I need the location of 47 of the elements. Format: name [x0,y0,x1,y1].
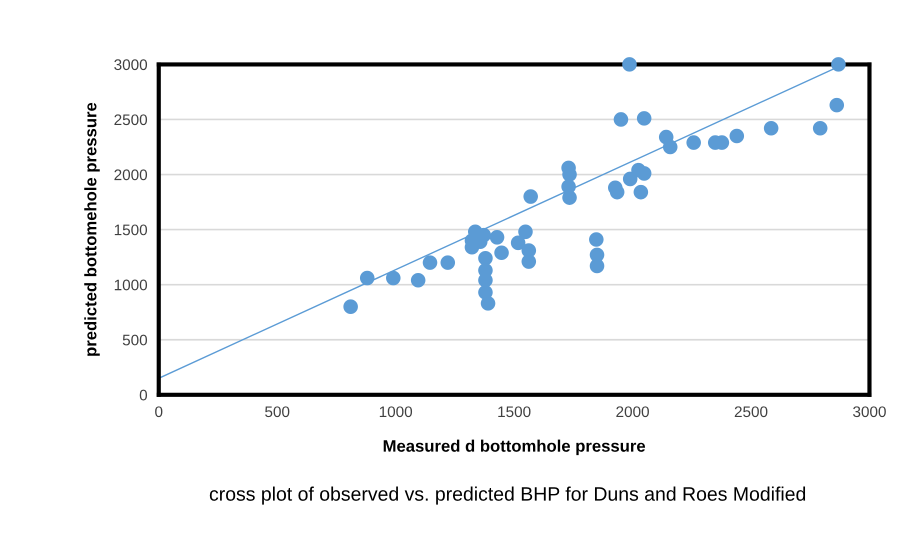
point [490,230,504,245]
point [614,112,628,127]
x-tick-label: 1500 [498,406,531,418]
point [730,128,744,144]
point [386,270,401,286]
point [343,299,358,314]
y-tick-label: 1500 [114,224,148,236]
x-tick-label: 0 [155,406,162,418]
point [562,190,577,205]
point [440,255,456,270]
y-tick-label: 3000 [114,59,148,70]
point [634,184,648,200]
x-axis-title: Measured d bottomhole pressure [384,440,646,456]
point [518,224,533,240]
point [510,236,526,250]
point [686,135,701,150]
point [523,189,538,204]
point [422,255,438,270]
y-tick-label: 2500 [114,114,148,126]
point [589,232,604,247]
y-axis-title: predicted bottomehole pressure [84,102,100,356]
y-tick-label: 500 [122,334,148,346]
point [590,258,604,274]
point [812,120,828,136]
point [622,57,637,72]
y-tick-label: 0 [140,390,148,400]
y-tick-label: 2000 [114,169,148,180]
y-tick-label: 1000 [114,280,148,290]
point [764,120,778,136]
point [636,166,652,181]
point [636,111,652,126]
point [478,250,493,266]
point [662,140,678,154]
x-tick-label: 500 [265,406,290,418]
point [622,172,638,186]
text: cross plot of observed vs. predicted BHP for Duns and Roes Modified [210,486,806,505]
x-tick-label: 2500 [734,406,768,418]
point [494,245,509,260]
x-tick-label: 1000 [380,406,412,418]
x-tick-label: 3000 [853,406,886,418]
point [360,270,375,286]
point [480,296,496,311]
x-tick-label: 2000 [616,406,649,418]
point [522,254,536,269]
point [829,98,844,112]
point [410,272,426,288]
point [831,57,846,72]
